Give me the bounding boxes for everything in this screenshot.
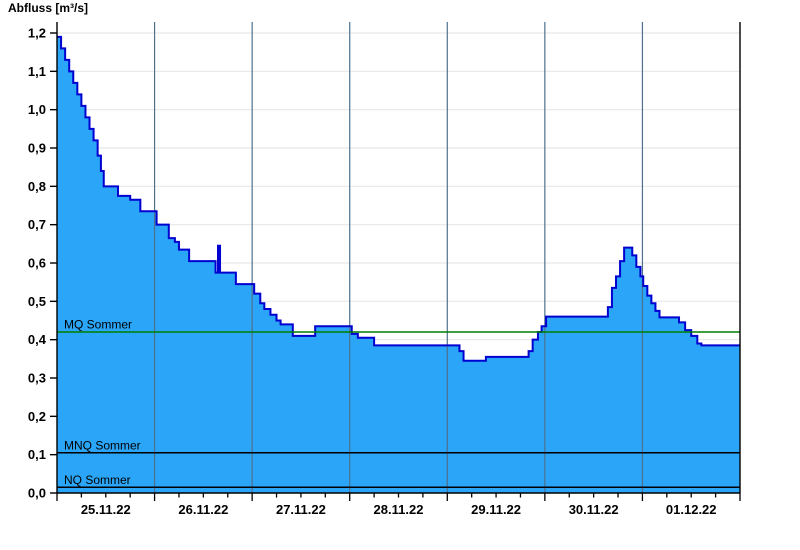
reference-line-label-1: MNQ Sommer xyxy=(64,438,141,452)
y-tick-label: 0,0 xyxy=(28,486,46,501)
y-tick-label: 0,5 xyxy=(28,294,46,309)
y-tick-label: 0,4 xyxy=(28,332,47,347)
y-tick-label: 0,7 xyxy=(28,217,46,232)
chart-title: Abfluss [m³/s] xyxy=(8,1,89,15)
x-tick-label: 30.11.22 xyxy=(569,502,619,517)
x-tick-label: 25.11.22 xyxy=(81,502,131,517)
x-tick-label: 28.11.22 xyxy=(374,502,424,517)
y-tick-label: 1,1 xyxy=(28,64,46,79)
x-tick-label: 26.11.22 xyxy=(178,502,228,517)
y-tick-label: 1,2 xyxy=(28,26,46,41)
reference-line-label-0: MQ Sommer xyxy=(64,318,132,332)
y-tick-label: 1,0 xyxy=(28,102,46,117)
discharge-area xyxy=(57,36,740,493)
x-tick-label: 29.11.22 xyxy=(471,502,521,517)
y-tick-label: 0,1 xyxy=(28,447,46,462)
y-tick-label: 0,3 xyxy=(28,371,46,386)
discharge-curve xyxy=(57,35,740,362)
reference-line-label-2: NQ Sommer xyxy=(64,473,131,487)
y-tick-label: 0,6 xyxy=(28,256,46,271)
y-tick-label: 0,9 xyxy=(28,141,46,156)
y-tick-label: 0,8 xyxy=(28,179,46,194)
x-tick-label: 27.11.22 xyxy=(276,502,326,517)
y-tick-label: 0,2 xyxy=(28,409,46,424)
x-tick-label: 01.12.22 xyxy=(666,502,717,517)
